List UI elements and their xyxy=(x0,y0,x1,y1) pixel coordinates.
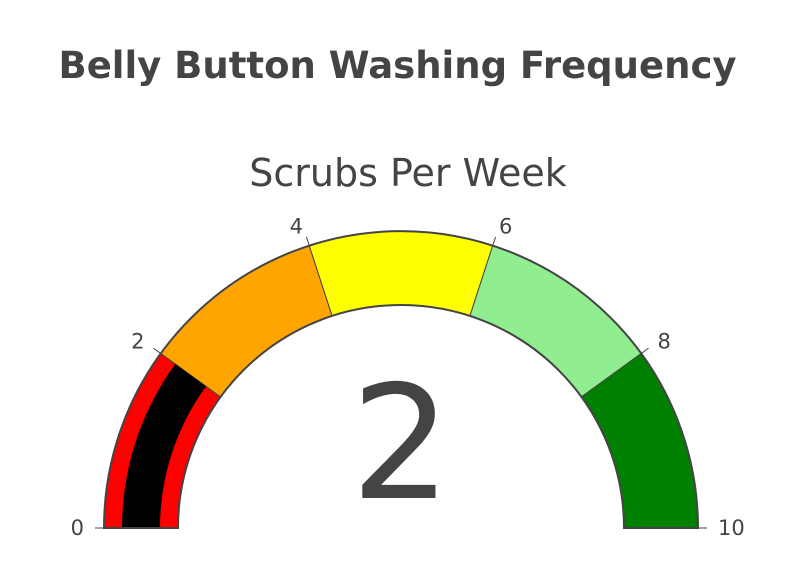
gauge-tick-label-8: 8 xyxy=(657,330,670,354)
gauge-tick-label-2: 2 xyxy=(131,330,144,354)
gauge-tick-2 xyxy=(153,347,162,354)
gauge-tick-4 xyxy=(305,236,310,246)
gauge-tick-label-4: 4 xyxy=(290,215,303,239)
gauge-outline-group xyxy=(102,230,700,529)
gauge-value-bar-group xyxy=(122,364,207,528)
gauge-tick-label-10: 10 xyxy=(718,516,745,540)
gauge-value-bar xyxy=(122,364,207,528)
gauge-value: 2 xyxy=(351,352,452,536)
gauge-tick-8 xyxy=(640,347,649,354)
gauge-tick-6 xyxy=(492,236,497,246)
gauge-tick-label-0: 0 xyxy=(71,516,84,540)
gauge-tick-label-6: 6 xyxy=(499,215,512,239)
gauge-step-2 xyxy=(308,230,494,317)
gauge-outline xyxy=(102,230,700,529)
chart-title: Belly Button Washing Frequency xyxy=(58,44,737,87)
gauge-title: Scrubs Per Week xyxy=(249,151,566,195)
gauge-ticks: 0 2 4 6 8 10 xyxy=(71,215,745,540)
